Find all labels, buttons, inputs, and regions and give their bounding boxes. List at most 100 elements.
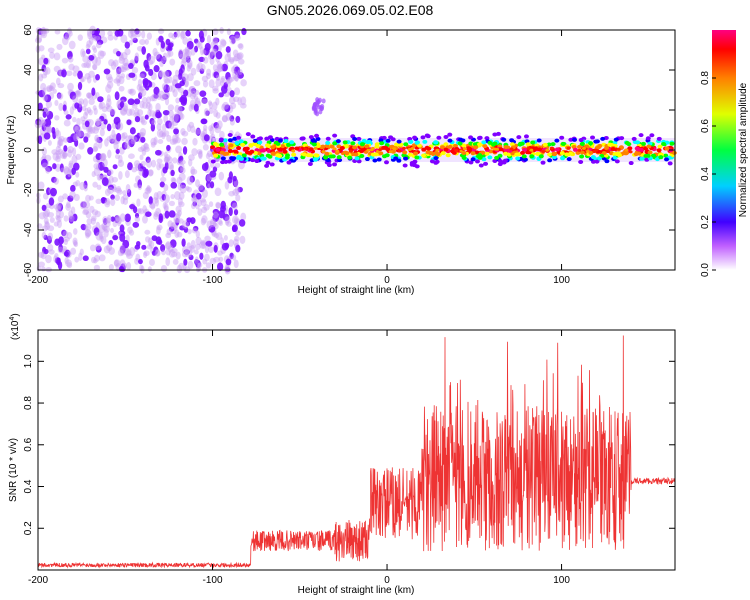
- noise-cell: [82, 200, 87, 209]
- noise-cell: [191, 148, 198, 156]
- signal-cell: [590, 155, 596, 160]
- noise-cell: [217, 63, 224, 72]
- noise-cell: [61, 229, 67, 237]
- noise-cell: [154, 249, 161, 257]
- signal-cell: [433, 140, 439, 145]
- noise-cell: [147, 266, 152, 272]
- signal-cell: [578, 138, 584, 143]
- noise-cell: [227, 56, 235, 63]
- noise-cell: [170, 84, 176, 93]
- signal-cell: [590, 159, 596, 164]
- noise-cell: [237, 69, 243, 76]
- noise-cell: [148, 68, 154, 77]
- signal-cell: [638, 133, 644, 138]
- noise-cell: [212, 211, 219, 219]
- noise-cell: [221, 115, 228, 123]
- noise-cell: [90, 215, 97, 222]
- noise-cell: [38, 261, 46, 268]
- noise-cell: [116, 132, 122, 142]
- noise-cell: [126, 262, 132, 271]
- signal-cell: [546, 142, 552, 147]
- signal-cell: [291, 152, 297, 157]
- signal-cell: [275, 153, 281, 158]
- noise-cell: [187, 250, 192, 258]
- signal-cell: [420, 135, 426, 140]
- noise-cell: [197, 40, 203, 50]
- noise-cell: [44, 220, 50, 228]
- noise-cell: [115, 216, 122, 222]
- noise-cell: [63, 236, 70, 242]
- signal-cell: [227, 132, 233, 137]
- noise-cell: [156, 162, 161, 171]
- noise-cell: [52, 88, 57, 94]
- signal-cell: [421, 153, 427, 158]
- noise-cell: [134, 244, 141, 250]
- signal-cell: [414, 164, 420, 169]
- signal-peak: [366, 148, 371, 152]
- signal-cell: [353, 152, 359, 157]
- signal-cell: [229, 156, 235, 161]
- noise-cell: [92, 63, 98, 71]
- noise-cell: [65, 114, 72, 120]
- noise-cell: [122, 57, 129, 67]
- noise-cell: [104, 138, 109, 147]
- noise-cell: [124, 48, 131, 56]
- noise-cell: [240, 96, 247, 106]
- noise-cell: [177, 209, 182, 217]
- noise-cell: [125, 248, 132, 257]
- noise-cell: [146, 32, 153, 40]
- noise-cell: [163, 205, 169, 213]
- noise-cell: [153, 211, 160, 218]
- noise-cell: [55, 145, 61, 153]
- signal-cell: [601, 151, 607, 156]
- noise-cell: [124, 170, 130, 179]
- noise-cell: [61, 57, 69, 64]
- noise-cell: [134, 116, 141, 123]
- noise-cell: [53, 177, 59, 185]
- noise-cell: [178, 262, 185, 271]
- noise-cell: [114, 187, 122, 193]
- noise-cell: [215, 112, 221, 119]
- noise-cell: [175, 137, 181, 144]
- noise-cell: [213, 40, 219, 47]
- noise-cell: [103, 218, 108, 226]
- noise-cell: [99, 235, 104, 242]
- noise-cell: [47, 47, 55, 53]
- noise-cell: [100, 153, 107, 161]
- noise-cell: [59, 211, 65, 219]
- signal-cell: [258, 136, 264, 141]
- noise-cell: [43, 57, 49, 65]
- noise-cell: [166, 134, 172, 142]
- signal-cell: [610, 147, 616, 152]
- noise-cell: [84, 223, 92, 231]
- signal-cell: [467, 146, 473, 151]
- noise-cell: [194, 45, 199, 53]
- noise-cell: [92, 181, 98, 188]
- colorbar-label: Normalized spectral amplitude: [738, 82, 749, 217]
- noise-cell: [228, 76, 235, 82]
- signal-cell: [412, 135, 418, 140]
- noise-cell: [57, 219, 62, 229]
- noise-cell: [174, 190, 181, 200]
- noise-cell: [116, 185, 121, 192]
- noise-cell: [167, 161, 174, 170]
- signal-cell: [550, 142, 556, 147]
- noise-cell: [148, 202, 156, 209]
- colorbar-tick-label: 0.4: [700, 167, 711, 181]
- noise-cell: [58, 243, 63, 253]
- signal-cell: [604, 159, 610, 164]
- noise-cell: [209, 181, 215, 189]
- noise-cell: [188, 245, 193, 252]
- noise-cell: [68, 30, 73, 37]
- noise-cell: [218, 256, 224, 262]
- noise-cell: [185, 55, 191, 63]
- noise-cell: [95, 152, 102, 161]
- noise-cell: [91, 171, 96, 178]
- signal-cell: [384, 160, 390, 165]
- noise-cell: [180, 30, 185, 40]
- noise-cell: [159, 130, 165, 138]
- noise-cell: [163, 75, 169, 84]
- noise-cell: [197, 262, 202, 272]
- noise-cell: [213, 233, 219, 239]
- noise-cell: [191, 196, 198, 203]
